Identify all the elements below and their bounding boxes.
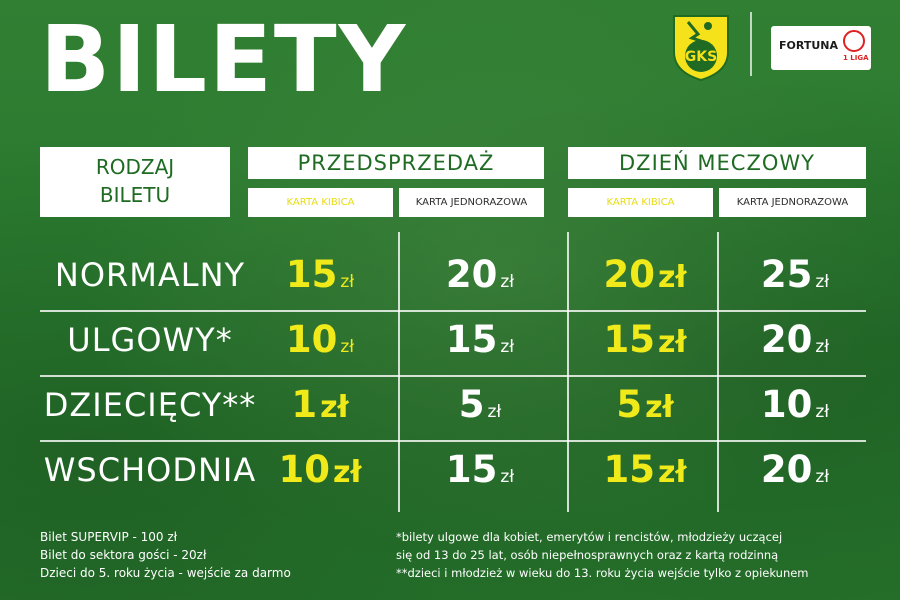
column-divider xyxy=(398,232,400,512)
league-badge-icon xyxy=(843,30,865,52)
price-value: 1 xyxy=(291,383,318,426)
price-value: 20 xyxy=(603,253,655,296)
price-value: 10 xyxy=(278,448,330,491)
price-cell: 5 zł xyxy=(570,383,720,426)
price-unit: zł xyxy=(320,390,349,425)
price-unit: zł xyxy=(340,272,355,292)
row-label-dzieciecy: DZIECIĘCY** xyxy=(43,386,257,424)
price-value: 20 xyxy=(760,318,813,361)
price-value: 15 xyxy=(445,318,498,361)
price-cell: 20 zł xyxy=(720,318,870,361)
price-cell: 15 zł xyxy=(405,448,555,491)
column-divider xyxy=(717,232,719,512)
header-matchday-single: KARTA JEDNORAZOWA xyxy=(719,188,866,217)
price-value: 20 xyxy=(445,253,498,296)
header-presale-card: KARTA KIBICA xyxy=(248,188,393,217)
row-divider xyxy=(40,375,866,377)
page-title: BILETY xyxy=(40,6,408,113)
logo-divider xyxy=(750,12,752,76)
footer-right: *bilety ulgowe dla kobiet, emerytów i re… xyxy=(396,528,809,582)
price-unit: zł xyxy=(487,402,502,422)
price-value: 15 xyxy=(285,253,338,296)
league-sponsor: FORTUNA xyxy=(779,39,838,52)
footer-note: *bilety ulgowe dla kobiet, emerytów i re… xyxy=(396,530,783,544)
price-cell: 15 zł xyxy=(570,448,720,491)
price-cell: 10 zł xyxy=(245,318,395,361)
footer-note: Bilet SUPERVIP - 100 zł xyxy=(40,530,178,544)
price-unit: zł xyxy=(500,467,515,487)
league-logo: FORTUNA 1 LIGA xyxy=(771,26,871,70)
price-value: 15 xyxy=(603,448,655,491)
price-cell: 20 zł xyxy=(720,448,870,491)
price-unit: zł xyxy=(815,272,830,292)
price-unit: zł xyxy=(332,455,362,490)
row-label-wschodnia: WSCHODNIA xyxy=(43,451,257,489)
price-cell: 15 zł xyxy=(245,253,395,296)
header-presale: PRZEDSPRZEDAŻ xyxy=(248,147,544,179)
header-type-line2: BILETU xyxy=(99,183,171,207)
price-value: 15 xyxy=(603,318,655,361)
footer-note: Bilet do sektora gości - 20zł xyxy=(40,548,207,562)
price-cell: 20 zł xyxy=(405,253,555,296)
price-value: 20 xyxy=(760,448,813,491)
footer-note: Dzieci do 5. roku życia - wejście za dar… xyxy=(40,566,291,580)
price-cell: 20 zł xyxy=(570,253,720,296)
price-cell: 25 zł xyxy=(720,253,870,296)
price-cell: 10 zł xyxy=(720,383,870,426)
price-cell: 10 zł xyxy=(245,448,395,491)
price-unit: zł xyxy=(500,272,515,292)
price-unit: zł xyxy=(657,455,687,490)
price-cell: 15 zł xyxy=(570,318,720,361)
column-divider xyxy=(567,232,569,512)
price-unit: zł xyxy=(645,390,674,425)
footer-left: Bilet SUPERVIP - 100 zł Bilet do sektora… xyxy=(40,528,291,582)
header-ticket-type: RODZAJ BILETU xyxy=(40,147,230,217)
price-value: 25 xyxy=(760,253,813,296)
row-label-ulgowy: ULGOWY* xyxy=(67,321,233,359)
club-initials: GKS xyxy=(685,49,717,65)
price-cell: 5 zł xyxy=(405,383,555,426)
price-cell: 1 zł xyxy=(245,383,395,426)
row-label-normalny: NORMALNY xyxy=(54,256,246,294)
price-unit: zł xyxy=(657,325,687,360)
header-matchday: DZIEŃ MECZOWY xyxy=(568,147,866,179)
club-logo: GKS xyxy=(673,15,729,82)
row-divider xyxy=(40,310,866,312)
price-value: 5 xyxy=(616,383,643,426)
price-cell: 15 zł xyxy=(405,318,555,361)
row-divider xyxy=(40,440,866,442)
footer-note: się od 13 do 25 lat, osób niepełnosprawn… xyxy=(396,548,779,562)
price-unit: zł xyxy=(340,337,355,357)
price-unit: zł xyxy=(657,260,687,295)
price-unit: zł xyxy=(815,467,830,487)
league-name: 1 LIGA xyxy=(843,54,869,62)
price-unit: zł xyxy=(500,337,515,357)
price-value: 10 xyxy=(285,318,338,361)
header-matchday-card: KARTA KIBICA xyxy=(568,188,713,217)
header-presale-single: KARTA JEDNORAZOWA xyxy=(399,188,544,217)
header-type-line1: RODZAJ xyxy=(95,155,175,179)
price-value: 5 xyxy=(458,383,485,426)
price-unit: zł xyxy=(815,337,830,357)
price-value: 10 xyxy=(760,383,813,426)
footer-note: **dzieci i młodzież w wieku do 13. roku … xyxy=(396,566,809,580)
price-unit: zł xyxy=(815,402,830,422)
price-value: 15 xyxy=(445,448,498,491)
